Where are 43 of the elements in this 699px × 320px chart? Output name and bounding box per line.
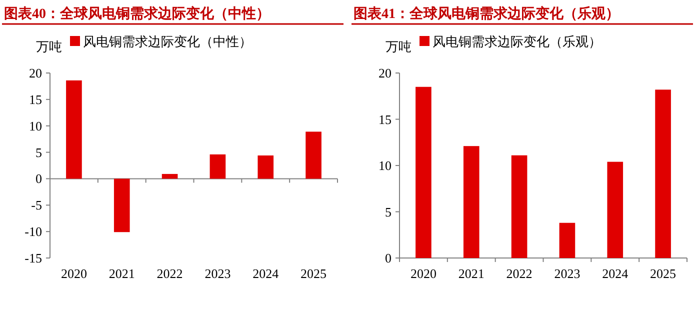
- y-axis-title: 万吨: [36, 39, 62, 54]
- x-tick-label: 2020: [60, 266, 87, 281]
- bar: [258, 155, 274, 179]
- bar: [655, 90, 671, 258]
- x-tick-label: 2021: [458, 266, 484, 281]
- x-tick-label: 2025: [650, 266, 676, 281]
- y-tick-label: 5: [385, 204, 392, 220]
- y-tick-label: 5: [36, 144, 42, 160]
- y-tick-label: -10: [24, 224, 42, 240]
- y-tick-label: -15: [24, 250, 42, 266]
- y-tick-label: 20: [29, 66, 42, 80]
- x-tick-label: 2024: [602, 266, 629, 281]
- bar: [162, 174, 178, 179]
- bar: [559, 222, 576, 258]
- chart-title: 图表41：全球风电铜需求边际变化（乐观）: [354, 5, 620, 22]
- x-tick-label: 2023: [554, 266, 580, 281]
- legend-label: 风电铜需求边际变化（乐观）: [432, 34, 602, 49]
- y-tick-label: 20: [378, 66, 392, 80]
- legend-label: 风电铜需求边际变化（中性）: [83, 34, 252, 49]
- x-tick-label: 2020: [410, 266, 436, 281]
- x-tick-label: 2024: [252, 266, 280, 281]
- x-tick-label: 2022: [156, 266, 183, 281]
- bar: [114, 178, 130, 232]
- y-tick-label: -5: [31, 198, 42, 213]
- y-tick-label: 15: [378, 112, 392, 127]
- y-tick-label: 0: [385, 250, 392, 266]
- y-tick-label: 10: [378, 158, 392, 173]
- bar: [463, 146, 480, 258]
- bar: [416, 86, 432, 258]
- chart-title: 图表40：全球风电铜需求边际变化（中性）: [4, 5, 270, 22]
- y-tick-label: 10: [29, 118, 42, 134]
- bar: [210, 154, 226, 179]
- x-tick-label: 2021: [108, 266, 135, 281]
- bar: [607, 162, 624, 258]
- x-tick-label: 2023: [204, 266, 231, 281]
- x-tick-label: 2022: [506, 266, 532, 281]
- y-axis-title: 万吨: [386, 39, 412, 54]
- y-tick-label: 15: [29, 92, 42, 107]
- bar: [511, 155, 528, 258]
- x-tick-label: 2025: [300, 266, 327, 281]
- y-tick-label: 0: [36, 171, 42, 186]
- bar: [66, 80, 82, 179]
- bar: [306, 132, 322, 179]
